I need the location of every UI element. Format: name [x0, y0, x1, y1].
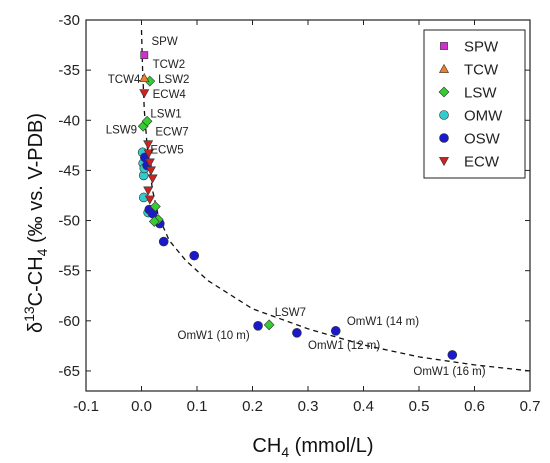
x-tick-label: 0.3 — [298, 398, 319, 415]
legend-label-tcw: TCW — [464, 62, 499, 79]
x-tick-label: -0.1 — [73, 398, 99, 415]
y-tick-label: -65 — [58, 363, 80, 380]
data-point-osw — [189, 250, 200, 261]
data-point-ecw — [145, 166, 156, 176]
point-label: LSW7 — [275, 307, 306, 319]
y-tick-label: -60 — [58, 313, 80, 330]
legend-label-lsw: LSW — [464, 85, 497, 102]
point-label: TCW4 — [108, 74, 141, 86]
point-label: TCW2 — [153, 59, 186, 71]
data-point-spw — [140, 51, 149, 59]
series-ecw — [139, 89, 158, 205]
legend-marker-osw — [439, 133, 449, 143]
x-axis: -0.1 0.0 0.1 0.2 0.3 0.4 0.5 0.6 0.7 — [73, 20, 540, 415]
x-tick-label: 0.4 — [353, 398, 374, 415]
point-label: OmW1 (14 m) — [347, 316, 419, 328]
x-tick-label: 0.5 — [409, 398, 430, 415]
point-label: LSW2 — [158, 74, 189, 86]
data-point-lsw — [263, 319, 275, 331]
data-point-ecw — [143, 186, 154, 196]
point-label: SPW — [151, 36, 177, 48]
data-point-ecw — [147, 174, 158, 184]
x-axis-title: CH4 (mmol/L) — [252, 435, 373, 460]
point-label: ECW7 — [155, 126, 188, 138]
legend-label-spw: SPW — [464, 39, 499, 56]
legend-marker-omw — [439, 110, 449, 120]
series-tcw — [139, 73, 150, 83]
data-point-osw — [253, 321, 263, 331]
legend-box — [423, 29, 526, 179]
data-point-ecw — [143, 149, 154, 159]
legend-label-omw: OMW — [464, 108, 503, 125]
data-point-lsw — [141, 115, 153, 127]
y-axis: -65 -60 -55 -50 -45 -40 -35 -30 — [58, 12, 530, 380]
data-point-ecw — [139, 89, 150, 99]
point-label: OmW1 (16 m) — [413, 366, 485, 378]
data-point-lsw — [150, 201, 161, 212]
legend-marker-spw — [440, 42, 448, 50]
y-tick-label: -40 — [58, 112, 80, 129]
data-point-ecw — [143, 140, 154, 150]
legend: SPW TCW LSW OMW OSW ECW — [423, 29, 526, 179]
point-label: OmW1 (12 m) — [308, 340, 380, 352]
annotations: SPW TCW2 LSW2 TCW4 ECW4 LSW1 LSW9 ECW7 ECW5 LSW7 O… — [106, 36, 486, 378]
y-tick-label: -30 — [58, 12, 80, 29]
y-axis-title: δ13C-CH4 (‰ vs. V-PDB) — [21, 113, 50, 333]
point-label: OmW1 (10 m) — [178, 330, 250, 342]
legend-marker-tcw — [438, 63, 450, 73]
x-tick-label: 0.1 — [187, 398, 208, 415]
y-tick-label: -50 — [58, 213, 80, 230]
legend-label-osw: OSW — [464, 131, 501, 148]
x-tick-label: 0.7 — [520, 398, 541, 415]
legend-marker-ecw — [438, 157, 450, 167]
legend-marker-lsw — [438, 86, 450, 98]
point-label: ECW5 — [150, 144, 183, 156]
data-point-osw — [292, 328, 302, 338]
data-point-osw — [330, 326, 341, 336]
data-point-osw — [158, 236, 169, 247]
data-point-ecw — [144, 158, 155, 168]
series-lsw — [137, 75, 275, 331]
point-label: LSW1 — [150, 108, 181, 120]
x-tick-label: 0.6 — [464, 398, 485, 415]
legend-label-ecw: ECW — [464, 154, 500, 171]
data-point-ecw — [144, 195, 155, 205]
series-osw — [140, 152, 458, 360]
data-point-osw — [447, 350, 458, 360]
y-tick-label: -55 — [58, 263, 80, 280]
data-point-lsw — [148, 216, 160, 227]
trend-curve — [140, 29, 531, 372]
point-label: LSW9 — [106, 124, 137, 136]
point-label: ECW4 — [153, 89, 187, 101]
y-tick-label: -35 — [58, 62, 80, 79]
x-tick-label: 0.2 — [242, 398, 263, 415]
series-spw — [140, 51, 149, 59]
y-tick-label: -45 — [58, 162, 80, 179]
data-point-tcw — [139, 73, 150, 83]
x-tick-label: 0.0 — [131, 398, 152, 415]
